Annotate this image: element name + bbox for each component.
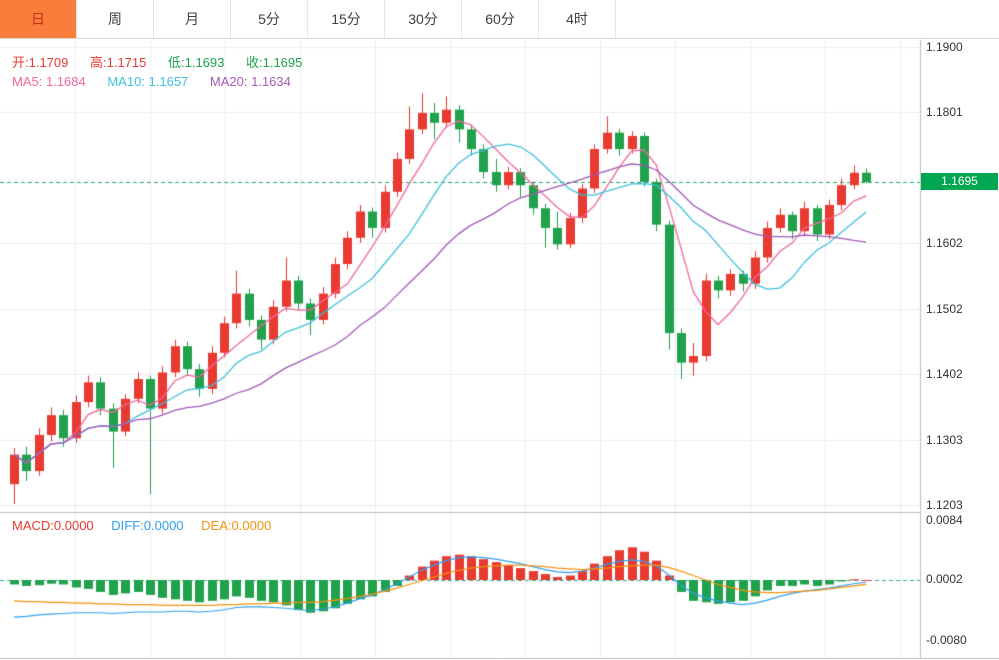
low-value: 低:1.1693 (168, 55, 225, 70)
price-axis-label: 1.1602 (926, 236, 963, 250)
ma10-value: MA10: 1.1657 (107, 74, 189, 89)
dea-value: DEA:0.0000 (201, 518, 272, 533)
tab-5min[interactable]: 5分 (231, 0, 308, 38)
diff-value: DIFF:0.0000 (111, 518, 184, 533)
macd-value: MACD:0.0000 (12, 518, 94, 533)
high-value: 高:1.1715 (90, 55, 147, 70)
macd-axis-label: 0.0002 (926, 572, 963, 586)
tab-weekly[interactable]: 周 (77, 0, 154, 38)
price-axis-label: 1.1801 (926, 105, 963, 119)
price-axis-label: 1.1303 (926, 433, 963, 447)
toolbar-filler (616, 0, 999, 38)
tab-4hour[interactable]: 4时 (539, 0, 616, 38)
ma5-value: MA5: 1.1684 (12, 74, 86, 89)
tab-60min[interactable]: 60分 (462, 0, 539, 38)
macd-axis-label: 0.0084 (926, 513, 963, 527)
open-value: 开:1.1709 (12, 55, 69, 70)
ma20-value: MA20: 1.1634 (209, 74, 291, 89)
close-value: 收:1.1695 (246, 55, 303, 70)
price-axis-label: 1.1900 (926, 40, 963, 54)
tab-daily[interactable]: 日 (0, 0, 77, 38)
current-price-tag: 1.1695 (921, 173, 998, 190)
tab-15min[interactable]: 15分 (308, 0, 385, 38)
timeframe-toolbar: 日 周 月 5分 15分 30分 60分 4时 (0, 0, 999, 39)
macd-axis-label: -0.0080 (926, 633, 967, 647)
price-axis-label: 1.1203 (926, 498, 963, 512)
tab-monthly[interactable]: 月 (154, 0, 231, 38)
price-axis-label: 1.1402 (926, 367, 963, 381)
tab-30min[interactable]: 30分 (385, 0, 462, 38)
price-axis-label: 1.1502 (926, 302, 963, 316)
macd-readout: MACD:0.0000 DIFF:0.0000 DEA:0.0000 (12, 518, 285, 533)
ohlc-readout: 开:1.1709 高:1.1715 低:1.1693 收:1.1695 (12, 52, 320, 71)
ma-readout: MA5: 1.1684 MA10: 1.1657 MA20: 1.1634 (12, 74, 309, 89)
